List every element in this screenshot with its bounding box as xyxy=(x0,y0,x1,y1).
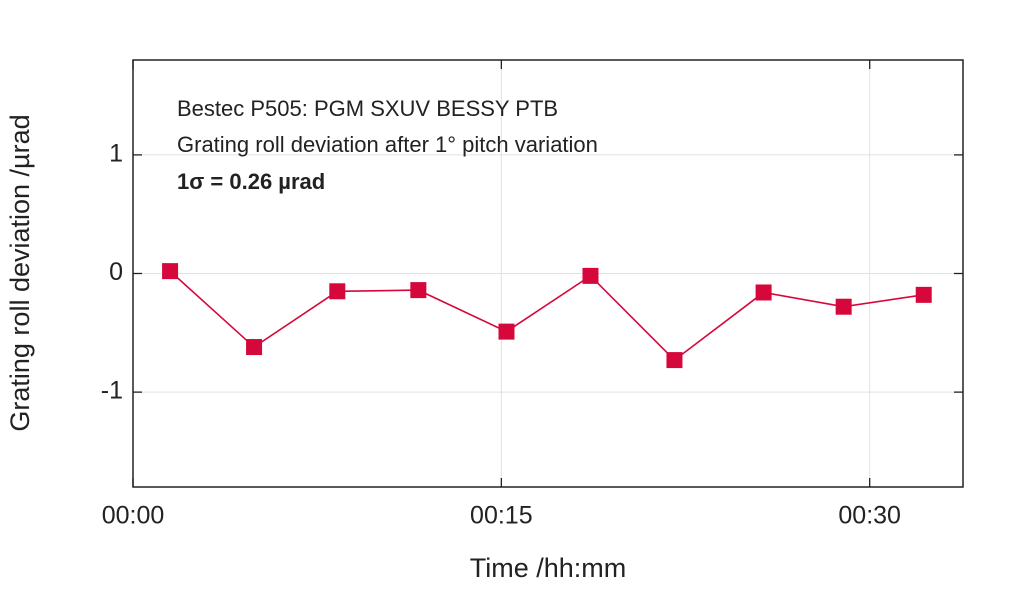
annotation: Bestec P505: PGM SXUV BESSY PTB xyxy=(177,96,558,121)
data-point xyxy=(582,267,599,284)
data-point xyxy=(329,283,346,300)
x-tick-label: 00:30 xyxy=(838,502,901,530)
y-tick-label: -1 xyxy=(101,377,123,405)
annotation: Grating roll deviation after 1° pitch va… xyxy=(177,132,598,157)
y-tick-label: 1 xyxy=(109,139,123,167)
y-axis-title: Grating roll deviation /µrad xyxy=(5,114,35,431)
data-point xyxy=(246,339,263,356)
data-point xyxy=(498,323,515,340)
x-axis-title: Time /hh:mm xyxy=(470,553,627,583)
data-point xyxy=(410,282,427,299)
data-point xyxy=(755,284,772,301)
grid xyxy=(132,60,963,487)
data-point xyxy=(835,298,852,315)
data-point xyxy=(162,263,179,280)
data-point xyxy=(915,286,932,303)
series-line xyxy=(169,270,924,362)
annotation: 1σ = 0.26 µrad xyxy=(177,169,325,194)
x-tick-label: 00:15 xyxy=(470,502,533,530)
data-point xyxy=(666,352,683,369)
x-tick-label: 00:00 xyxy=(102,502,165,530)
y-tick-label: 0 xyxy=(109,258,123,286)
